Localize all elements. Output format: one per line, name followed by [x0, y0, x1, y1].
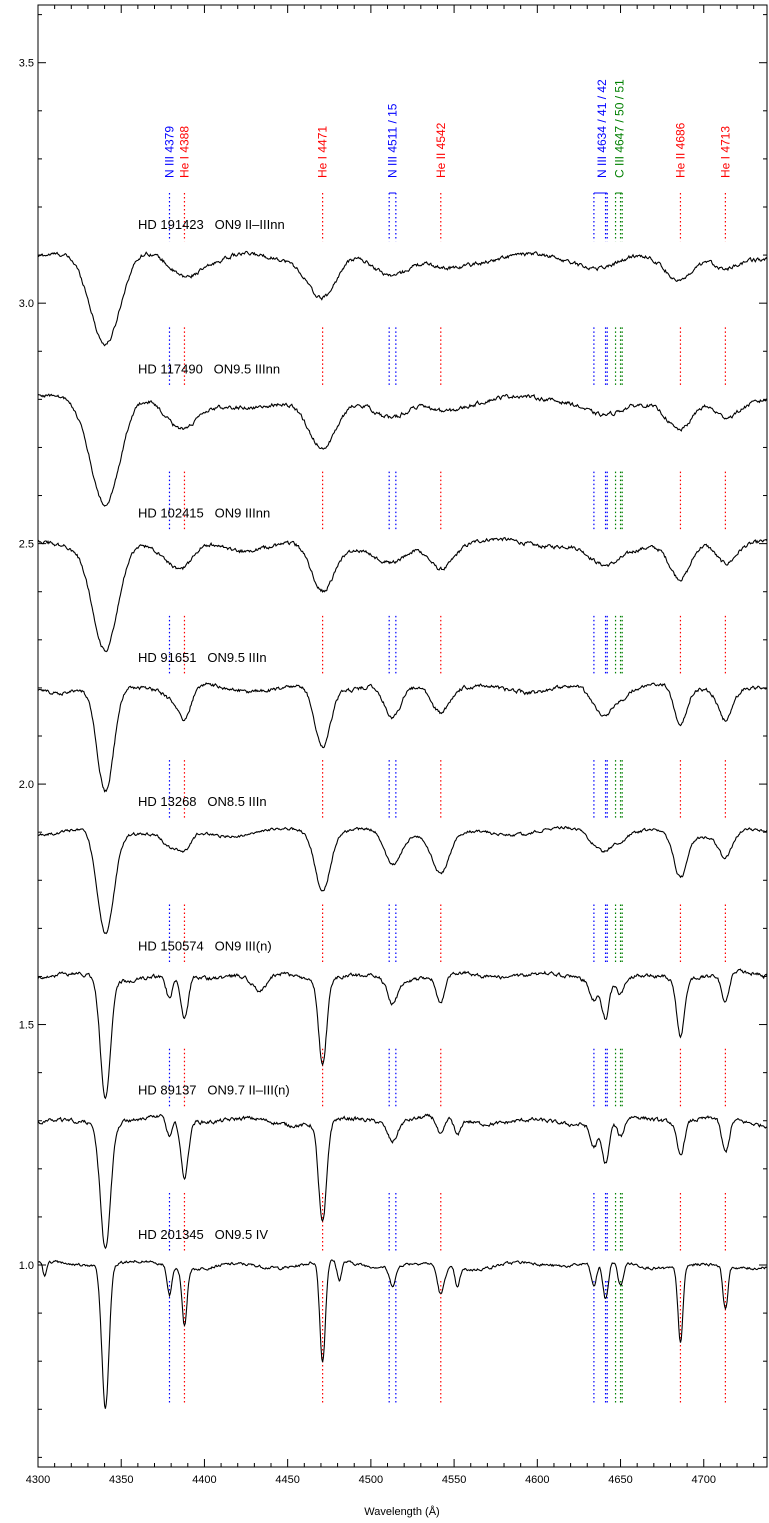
- series-label: HD 150574 ON9 III(n): [138, 938, 272, 953]
- line-id-label-part: He I 4471: [316, 126, 330, 178]
- spectrum-line: [37, 682, 768, 793]
- series-label: HD 89137 ON9.7 II–III(n): [138, 1083, 290, 1098]
- line-id-label: He II 4542: [434, 122, 448, 178]
- line-id-label-part: N III 4379: [162, 126, 176, 178]
- x-axis: 4300 4350 4400 4450 4500 4550 4600 4650 4700: [26, 5, 755, 1486]
- line-id-label-part: N III: [595, 153, 609, 178]
- spectrum-line: [37, 1259, 768, 1409]
- y-tick-label: 3.0: [19, 298, 34, 310]
- series-label: HD 13268 ON8.5 IIIn: [138, 794, 267, 809]
- x-tick-label: 4400: [192, 1474, 216, 1486]
- line-id-label-part: He II 4542: [434, 122, 448, 178]
- spectrum-line: [37, 250, 768, 347]
- line-id-label: N III 4511 / 15: [386, 103, 400, 178]
- line-id-label-part: N III 4511 / 15: [386, 103, 400, 178]
- y-tick-label: 2.0: [19, 779, 34, 791]
- line-id-label-part: He II 4686: [673, 122, 687, 178]
- x-tick-label: 4700: [692, 1474, 716, 1486]
- series-label: HD 201345 ON9.5 IV: [138, 1227, 268, 1242]
- x-axis-label: Wavelength (Å): [364, 1505, 439, 1518]
- y-tick-label: 2.5: [19, 539, 34, 551]
- line-id-label: He I 4471: [316, 126, 330, 178]
- line-id-label: N III 4634 / 41 / 42: [595, 79, 609, 178]
- spectrum-line: [37, 536, 768, 653]
- line-id-label: He I 4713: [718, 126, 732, 178]
- line-id-label-part: C III 4647 / 50 / 51: [612, 79, 626, 178]
- spectrum-line: [37, 968, 768, 1100]
- y-tick-label: 1.5: [19, 1020, 34, 1032]
- x-tick-label: 4300: [26, 1474, 50, 1486]
- x-tick-label: 4350: [109, 1474, 133, 1486]
- x-tick-label: 4650: [608, 1474, 632, 1486]
- series-label: HD 91651 ON9.5 IIIn: [138, 650, 267, 665]
- x-tick-label: 4450: [275, 1474, 299, 1486]
- spectrum-line: [37, 825, 768, 935]
- line-id-label: He II 4686: [673, 122, 687, 178]
- spectrum-line: [37, 1113, 767, 1250]
- spectra-series: [37, 250, 768, 1409]
- series-labels: HD 191423 ON9 II–IIInn HD 117490 ON9.5 II…: [138, 217, 290, 1242]
- x-tick-label: 4550: [442, 1474, 466, 1486]
- y-tick-label: 1.0: [19, 1260, 34, 1272]
- line-id-label: He I 4388: [177, 126, 191, 178]
- y-tick-label: 3.5: [19, 58, 34, 70]
- x-tick-label: 4600: [525, 1474, 549, 1486]
- series-label: HD 117490 ON9.5 IIInn: [138, 361, 280, 376]
- line-id-labels: N III 4379 He I 4388 He I 4471 N III 4511 /…: [162, 79, 732, 178]
- line-id-label-part: He I 4713: [718, 126, 732, 178]
- series-label: HD 102415 ON9 IIInn: [138, 506, 270, 521]
- line-id-label-part: He I 4388: [177, 126, 191, 178]
- spectrum-line: [37, 393, 768, 507]
- line-id-markers: [168, 192, 726, 1406]
- line-id-label-part: 4634 / 41 / 42: [595, 79, 609, 153]
- x-tick-label: 4500: [359, 1474, 383, 1486]
- series-label: HD 191423 ON9 II–IIInn: [138, 217, 285, 232]
- line-id-label: N III 4379: [162, 126, 176, 178]
- line-id-label: C III 4647 / 50 / 51: [612, 79, 626, 178]
- y-axis: 1.0 1.5 2.0 2.5 3.0 3.5: [19, 14, 767, 1458]
